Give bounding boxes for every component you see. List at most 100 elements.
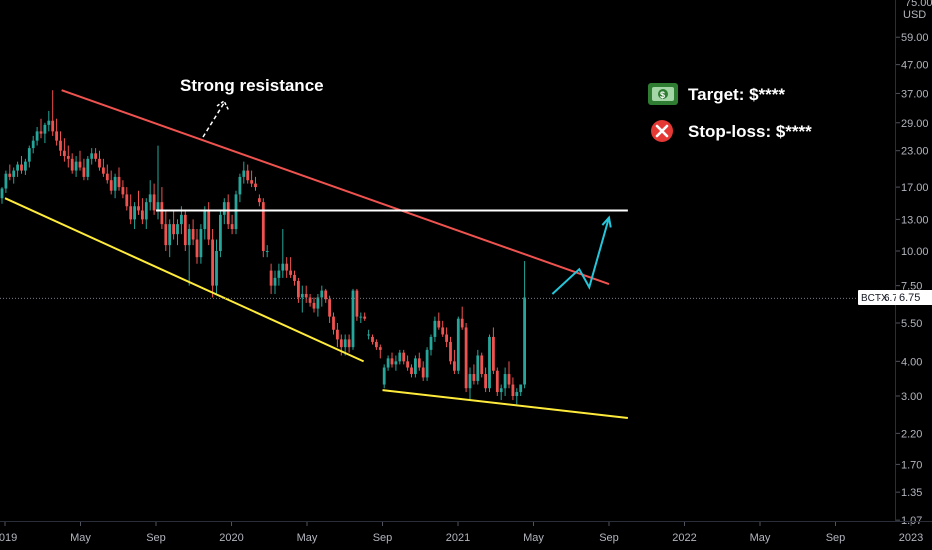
candle-body (332, 316, 335, 330)
y-tick-label: 23.00 (901, 146, 929, 158)
candle-body (191, 229, 195, 240)
y-axis-ticks: 59.00 47.00 37.00 29.00 23.00 17.00 13.00 10.00… (896, 32, 929, 527)
candle-body (441, 327, 445, 335)
candle-body (4, 173, 8, 189)
candle-body (70, 158, 74, 171)
candle-body (148, 194, 152, 203)
candle-body (144, 202, 148, 220)
candle-body (16, 164, 19, 171)
candle-body (168, 224, 172, 246)
y-tick-label: 2.20 (901, 428, 922, 440)
candle-body (472, 374, 476, 381)
candle-body (476, 355, 480, 381)
target-text: Target: $**** (688, 85, 785, 104)
candle-body (429, 336, 433, 350)
candle-body (312, 302, 316, 309)
last-price-tag (896, 290, 932, 305)
trendline-resistance (61, 89, 610, 285)
candle-body (121, 187, 125, 195)
candle-body (125, 194, 129, 207)
candle-body (402, 352, 406, 362)
candle-body (351, 290, 355, 348)
y-tick-label: 7.50 (901, 281, 922, 293)
candle-body (464, 327, 468, 389)
candle-body (480, 355, 484, 375)
candle-body (507, 374, 511, 385)
trendline-support-upper (4, 197, 365, 363)
candle-body (203, 210, 207, 230)
candle-body (511, 384, 515, 396)
candle-body (105, 173, 109, 181)
y-tick-label: 37.00 (901, 88, 929, 100)
candle-body (523, 297, 526, 385)
candle-body (180, 214, 183, 225)
candle-body (336, 329, 339, 340)
candle-body (460, 318, 464, 328)
symbol-label-bg (858, 290, 898, 305)
x-tick-label: May (523, 532, 544, 544)
x-tick-label: 2020 (219, 532, 243, 544)
candle-body (343, 339, 347, 348)
candle-body (515, 392, 519, 396)
candle-body (261, 202, 265, 251)
candle-body (495, 370, 499, 393)
candle-body (394, 361, 398, 365)
trendline-support-lower (382, 389, 628, 419)
candle-body (226, 202, 230, 225)
candle-body (222, 202, 226, 215)
candle-body (90, 153, 94, 159)
candle-body (421, 367, 425, 378)
last-price-axis-text: 6.75 (899, 292, 920, 304)
candle-body (246, 170, 250, 181)
candle-body (137, 206, 140, 211)
candle-body (172, 224, 175, 235)
candle-body (152, 194, 156, 211)
candle-body (94, 153, 97, 159)
candle-body (27, 148, 31, 162)
y-tick-label: 1.70 (901, 459, 922, 471)
candle-body (359, 316, 363, 318)
candle-body (445, 334, 448, 342)
y-tick-label: 59.00 (901, 32, 929, 44)
projection-arrowhead (601, 215, 612, 228)
candle-body (449, 341, 452, 362)
candles-layer (0, 90, 526, 405)
candle-body (499, 388, 503, 393)
x-tick-label: May (297, 532, 318, 544)
y-tick-label: 3.00 (901, 391, 922, 403)
candle-body (55, 131, 58, 141)
y-tick-label: 5.50 (901, 318, 922, 330)
candle-body (488, 336, 491, 389)
candle-body (425, 349, 429, 378)
candle-body (324, 290, 328, 300)
y-tick-label: 47.00 (901, 60, 929, 72)
candle-body (414, 358, 417, 375)
x-axis-ticks: 2019 May Sep 2020 May Sep 2021 May Sep 2022 May Sep… (0, 522, 923, 544)
last-price-text: 6.75 (884, 293, 904, 304)
candle-body (98, 158, 101, 168)
candle-body (109, 180, 113, 191)
stop-loss-text: Stop-loss: $**** (688, 122, 812, 141)
candle-body (47, 120, 51, 125)
candle-body (12, 170, 16, 177)
candle-body (219, 214, 222, 251)
x-tick-label: Sep (146, 532, 166, 544)
y-tick-label: 4.00 (901, 356, 922, 368)
symbol-text: BCTX (861, 293, 888, 304)
x-tick-label: May (750, 532, 771, 544)
currency-label: USD (903, 9, 926, 21)
candle-body (160, 202, 164, 225)
candle-body (129, 206, 133, 220)
candle-body (390, 358, 394, 365)
x-tick-label: 2022 (672, 532, 696, 544)
drawings-layer (0, 89, 858, 419)
x-tick-label: Sep (826, 532, 846, 544)
candle-body (242, 170, 246, 177)
candle-body (347, 339, 351, 348)
candle-body (234, 194, 238, 230)
candle-body (410, 367, 413, 375)
candle-body (35, 131, 39, 141)
candle-body (164, 224, 168, 246)
candle-body (230, 224, 234, 230)
